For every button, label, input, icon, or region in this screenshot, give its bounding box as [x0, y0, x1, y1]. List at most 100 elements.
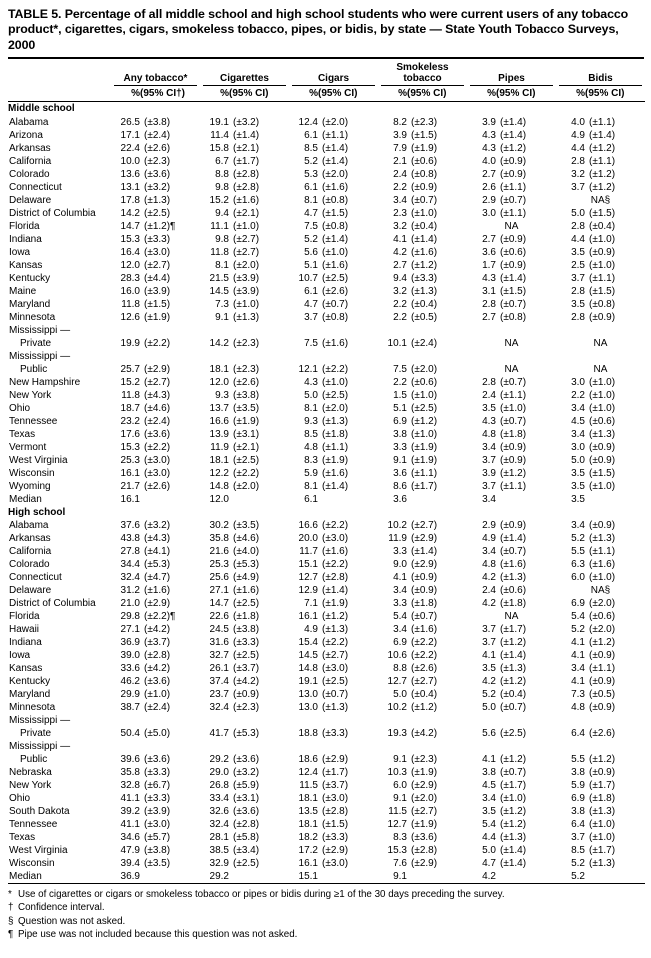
- ci-cell: (±1.1): [500, 181, 527, 193]
- percent-cell: 18.7: [120, 402, 140, 414]
- ci-cell: (±3.6): [233, 806, 260, 818]
- ci-cell: (±2.4): [411, 337, 438, 349]
- state-label: Colorado: [9, 168, 50, 180]
- table-row: New York 32.8 (±6.7) 26.8 (±5.9) 11.5 (±3.7) 6.…: [8, 779, 645, 792]
- percent-cell: 2.4: [482, 585, 496, 597]
- percent-cell: 12.7: [298, 572, 318, 584]
- ci-cell: (±0.7): [500, 194, 527, 206]
- ci-header: (95% CI): [407, 86, 467, 103]
- ci-cell: [140, 870, 200, 884]
- ci-cell: (±1.0): [411, 428, 438, 440]
- ci-cell: (±2.0): [233, 480, 260, 492]
- ci-cell: (±1.4): [500, 129, 527, 141]
- percent-cell: 15.3: [120, 233, 140, 245]
- percent-cell: 6.0: [571, 572, 585, 584]
- percent-cell: 13.0: [298, 689, 318, 701]
- ci-cell: (±0.8): [411, 168, 438, 180]
- table-row: Arkansas 22.4 (±2.6) 15.8 (±2.1) 8.5 (±1.4) 7.9…: [8, 142, 645, 155]
- percent-cell: 3.5: [482, 402, 496, 414]
- table-row: Alabama 26.5 (±3.8) 19.1 (±3.2) 12.4 (±2.0) 8.2…: [8, 116, 645, 129]
- percent-cell: 27.1: [120, 624, 140, 636]
- ci-cell: (±1.0): [411, 207, 438, 219]
- ci-cell: (±1.2): [500, 637, 527, 649]
- percent-cell: 5.0: [571, 207, 585, 219]
- ci-cell: (±0.9): [589, 454, 616, 466]
- ci-cell: (±1.8): [500, 428, 527, 440]
- table-row: Maryland 29.9 (±1.0) 23.7 (±0.9) 13.0 (±0.7) 5.…: [8, 688, 645, 701]
- table-row: Ohio 18.7 (±4.6) 13.7 (±3.5) 8.1 (±2.0) 5.1 (±2.…: [8, 402, 645, 415]
- percent-cell: 2.8: [571, 311, 585, 323]
- percent-cell: 15.4: [298, 637, 318, 649]
- percent-cell: 12.0: [209, 493, 229, 505]
- ci-cell: (±1.2): [322, 611, 349, 623]
- percent-cell: 31.6: [209, 637, 229, 649]
- ci-cell: (±0.4): [411, 298, 438, 310]
- ci-cell: (±2.6): [589, 728, 616, 740]
- ci-cell: (±0.7): [500, 415, 527, 427]
- ci-cell: (±0.9): [589, 676, 616, 688]
- percent-cell: 4.5: [571, 415, 585, 427]
- ci-cell: (±0.4): [589, 220, 616, 232]
- ci-cell: (±1.2): [589, 181, 616, 193]
- column-group-header: Pipes: [467, 59, 556, 87]
- percent-cell: 9.0: [393, 559, 407, 571]
- percent-cell: 13.5: [298, 806, 318, 818]
- state-label: Arkansas: [9, 142, 51, 154]
- percent-cell: 13.1: [120, 181, 140, 193]
- ci-cell: (±1.0): [589, 376, 616, 388]
- percent-cell: 9.1: [215, 311, 229, 323]
- percent-cell: 9.3: [304, 415, 318, 427]
- state-label: Mississippi —: [9, 741, 71, 753]
- ci-cell: (±1.0): [589, 233, 616, 245]
- table-row: Iowa 16.4 (±3.0) 11.8 (±2.7) 5.6 (±1.0) 4.2 (±1.…: [8, 246, 645, 259]
- percent-cell: 26.5: [120, 116, 140, 128]
- sub-header-row: % (95% CI†)% (95% CI)% (95% CI)% (95% CI)% (9…: [8, 86, 646, 103]
- percent-cell: 41.1: [120, 793, 140, 805]
- percent-cell: 4.8: [571, 702, 585, 714]
- percent-cell: 39.6: [120, 754, 140, 766]
- percent-cell: 16.1: [120, 493, 140, 505]
- percent-cell: 3.0: [571, 441, 585, 453]
- ci-cell: (±0.9): [589, 246, 616, 258]
- ci-cell: (±1.5): [322, 819, 349, 831]
- ci-cell: (±4.4): [144, 272, 171, 284]
- percent-cell: 19.1: [298, 676, 318, 688]
- percent-cell: 11.8: [210, 246, 229, 258]
- ci-cell: [140, 493, 200, 506]
- table-row: New York 11.8 (±4.3) 9.3 (±3.8) 5.0 (±2.5) 1.5 (…: [8, 389, 645, 402]
- state-label: New York: [9, 389, 52, 401]
- percent-cell: 3.7: [571, 181, 585, 193]
- ci-cell: (±0.7): [500, 546, 527, 558]
- percent-cell: 13.9: [209, 428, 229, 440]
- ci-cell: (±1.4): [500, 858, 527, 870]
- state-label: South Dakota: [9, 806, 70, 818]
- ci-cell: (±3.0): [144, 454, 171, 466]
- table-row: Indiana 15.3 (±3.3) 9.8 (±2.7) 5.2 (±1.4) 4.1 (±…: [8, 233, 645, 246]
- percent-cell: 4.3: [482, 415, 496, 427]
- ci-cell: (±2.5): [322, 272, 349, 284]
- percent-cell: 18.8: [298, 728, 318, 740]
- percent-cell: 3.3: [393, 598, 407, 610]
- percent-cell: 15.1: [298, 871, 318, 883]
- ci-cell: (±1.0): [500, 402, 527, 414]
- ci-cell: (±3.9): [144, 285, 171, 297]
- footnote-text: Confidence interval.: [18, 902, 105, 914]
- ci-cell: (±1.5): [500, 285, 527, 297]
- ci-cell: (±4.1): [144, 546, 171, 558]
- ci-cell: (±0.9): [589, 311, 616, 323]
- ci-cell: (±2.9): [411, 858, 438, 870]
- percent-cell: 11.7: [299, 546, 318, 558]
- percent-cell: 10.3: [387, 767, 407, 779]
- percent-cell: 5.9: [571, 780, 585, 792]
- footnote: ¶ Pipe use was not included because this …: [8, 928, 644, 941]
- table-row: District of Columbia 14.2 (±2.5) 9.4 (±2.1) 4…: [8, 207, 645, 220]
- percent-cell: 2.5: [571, 259, 585, 271]
- percent-cell: 6.1: [304, 285, 318, 297]
- percent-cell: 3.6: [393, 467, 407, 479]
- ci-cell: (±0.6): [500, 585, 527, 597]
- table-row: Public 25.7 (±2.9) 18.1 (±2.3) 12.1 (±2.2) 7.5 (…: [8, 363, 645, 376]
- percent-cell: 4.7: [482, 858, 496, 870]
- section-name: High school: [8, 506, 66, 518]
- table-row: Kansas 12.0 (±2.7) 8.1 (±2.0) 5.1 (±1.6) 2.7 (±1…: [8, 259, 645, 272]
- percent-cell: 6.1: [304, 129, 318, 141]
